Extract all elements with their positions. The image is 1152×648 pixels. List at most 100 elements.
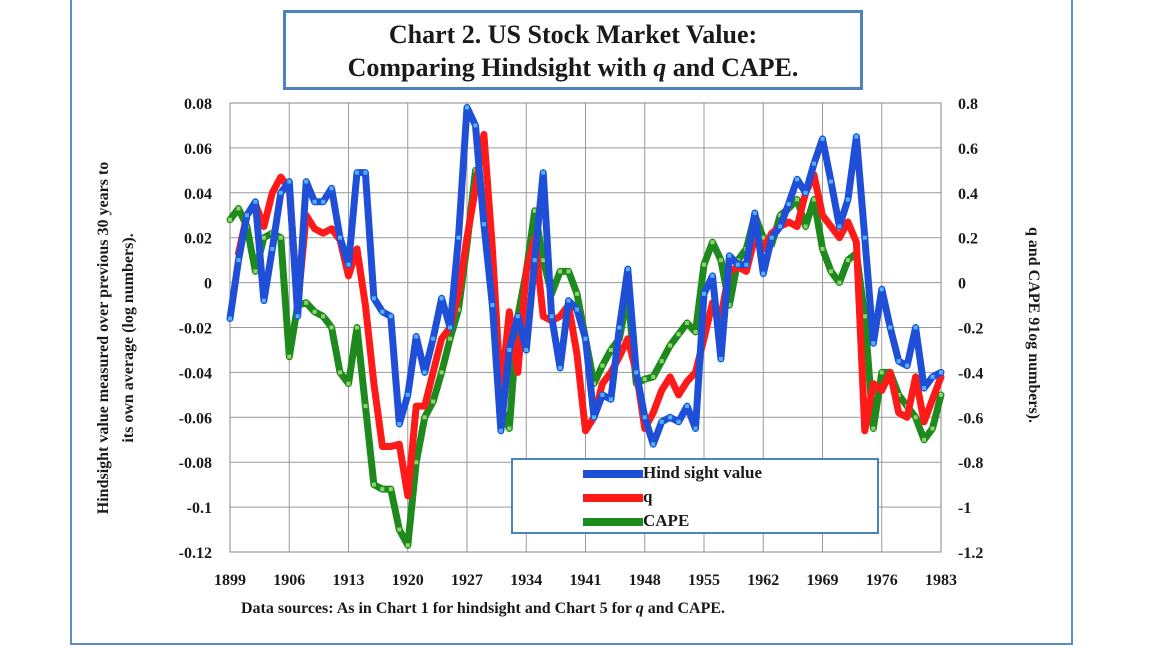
data-point	[354, 170, 359, 175]
data-point	[228, 316, 232, 321]
data-point	[541, 258, 546, 263]
data-point	[575, 291, 580, 296]
data-point	[879, 370, 884, 375]
data-point	[583, 336, 588, 341]
y-tick-label: -0.02	[179, 321, 212, 338]
data-point	[888, 325, 893, 330]
data-point	[727, 303, 732, 308]
data-point	[702, 291, 706, 296]
data-point	[346, 381, 351, 386]
data-point	[828, 269, 833, 274]
y-tick-label: 0.08	[184, 96, 212, 113]
data-point	[718, 258, 723, 263]
data-point	[837, 224, 842, 229]
legend-swatch-hindsight	[583, 470, 643, 478]
data-point	[930, 374, 935, 379]
y-tick-label: 0	[204, 276, 212, 293]
data-point	[854, 134, 859, 139]
y2-tick-label: 0.6	[958, 141, 978, 158]
data-point	[795, 177, 800, 182]
data-point	[278, 190, 283, 195]
y-tick-label: -0.06	[179, 410, 212, 427]
x-axis-ticks: 1899 1906 1913 1920 1927 1934 1941 1948 1955 1962…	[214, 572, 957, 589]
data-point	[845, 258, 850, 263]
data-point	[312, 309, 317, 314]
data-point	[304, 300, 309, 305]
y-tick-label: -0.12	[179, 545, 212, 562]
data-point	[845, 197, 850, 202]
data-point	[439, 296, 444, 301]
data-point	[930, 426, 935, 431]
data-point	[321, 314, 326, 319]
data-point	[600, 363, 605, 368]
x-tick-label: 1969	[807, 572, 839, 589]
y-tick-label: 0.02	[184, 231, 212, 248]
data-point	[871, 341, 876, 346]
y-axis-right-label: q and CAPE 91og numbers).	[1025, 227, 1042, 423]
data-point	[431, 336, 436, 341]
data-point	[642, 415, 647, 420]
data-point	[253, 199, 258, 204]
data-point	[896, 392, 901, 397]
legend-swatch-q	[583, 494, 643, 502]
data-point	[735, 262, 740, 267]
data-point	[668, 415, 673, 420]
chart-frame	[70, 0, 1073, 645]
data-point	[532, 208, 537, 213]
x-tick-label: 1913	[333, 572, 365, 589]
data-point	[261, 235, 266, 240]
data-point	[820, 246, 825, 251]
data-point	[253, 269, 258, 274]
y2-tick-label: -0.2	[958, 321, 983, 338]
data-point	[329, 186, 334, 191]
data-point	[558, 365, 563, 370]
data-point	[244, 213, 249, 218]
data-point	[617, 325, 622, 330]
data-point	[422, 370, 427, 375]
data-point	[761, 235, 766, 240]
data-point	[676, 419, 681, 424]
data-point	[913, 325, 918, 330]
data-point	[465, 105, 469, 110]
data-point	[769, 235, 774, 240]
data-point	[922, 437, 927, 442]
data-point	[795, 197, 800, 202]
data-point	[270, 246, 275, 251]
data-point	[515, 314, 520, 319]
data-point	[939, 392, 943, 397]
data-point	[363, 170, 368, 175]
source-text: Data sources: As in Chart 1 for hindsigh…	[241, 600, 636, 617]
data-point	[405, 543, 410, 548]
x-tick-label: 1927	[451, 572, 483, 589]
data-point	[558, 269, 563, 274]
data-point	[608, 347, 613, 352]
data-point	[693, 329, 698, 334]
x-tick-label: 1899	[214, 572, 246, 589]
data-point	[422, 415, 427, 420]
y2-tick-label: -1.2	[958, 545, 983, 562]
data-point	[566, 298, 571, 303]
data-point	[922, 386, 927, 391]
data-point	[744, 262, 749, 267]
data-point	[490, 303, 495, 308]
chart-title-line1: Chart 2. US Stock Market Value:	[388, 20, 758, 49]
data-point	[498, 428, 503, 433]
x-tick-label: 1976	[866, 572, 898, 589]
y2-tick-label: -0.8	[958, 455, 983, 472]
x-tick-label: 1934	[510, 572, 542, 589]
data-point	[566, 269, 571, 274]
y2-tick-label: 0.8	[958, 96, 978, 113]
data-point	[287, 354, 292, 359]
data-point	[820, 136, 825, 141]
y-tick-label: 0.06	[184, 141, 212, 158]
data-point	[905, 363, 910, 368]
x-tick-label: 1906	[273, 572, 305, 589]
data-point	[837, 280, 842, 285]
data-point	[651, 442, 656, 447]
data-point	[786, 202, 791, 207]
data-point	[685, 404, 690, 409]
legend-swatch-cape	[583, 518, 643, 526]
data-point	[287, 179, 292, 184]
y2-tick-label: 0.4	[958, 186, 978, 203]
